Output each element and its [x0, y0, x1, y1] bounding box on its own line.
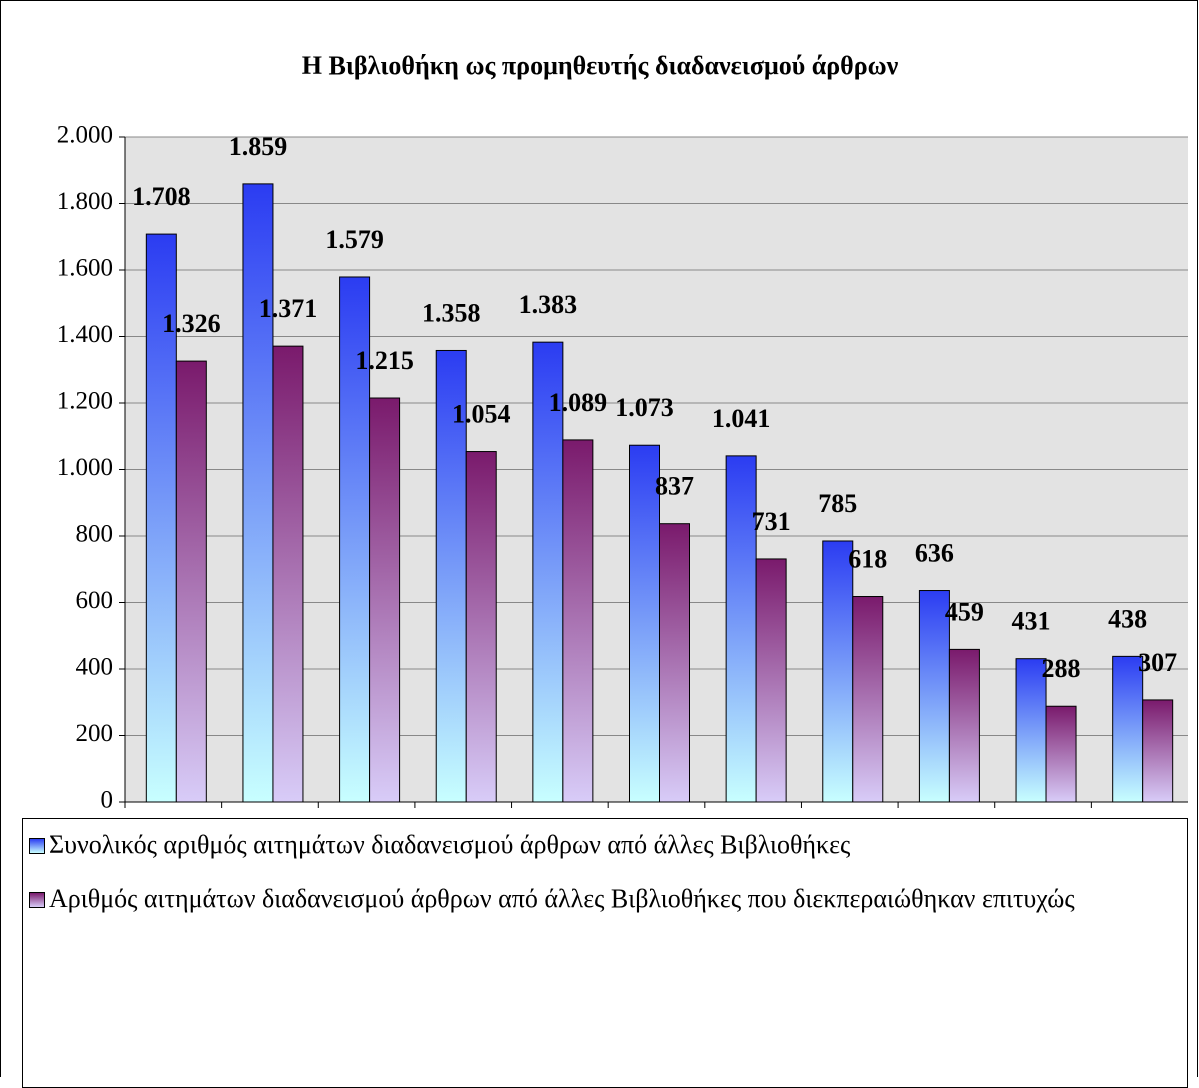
- bar: [532, 341, 564, 803]
- bar: [755, 558, 787, 803]
- data-label: 1.358: [422, 298, 481, 327]
- legend: Συνολικός αριθμός αιτημάτων διαδανεισμού…: [22, 818, 1188, 1088]
- data-label: 1.041: [712, 404, 771, 433]
- bar: [145, 233, 177, 803]
- data-label: 431: [1012, 607, 1051, 636]
- legend-item: Συνολικός αριθμός αιτημάτων διαδανεισμού…: [29, 829, 1181, 861]
- data-label: 1.089: [549, 388, 608, 417]
- y-tick-label: 200: [76, 720, 114, 747]
- bar: [725, 455, 757, 803]
- data-label: 1.383: [519, 290, 578, 319]
- data-label: 438: [1108, 604, 1147, 633]
- y-tick-label: 0: [101, 787, 114, 814]
- y-tick-label: 1.400: [57, 321, 113, 348]
- y-tick-label: 800: [76, 521, 114, 548]
- bar: [1015, 658, 1047, 803]
- y-tick-label: 1.800: [57, 188, 113, 215]
- y-tick-label: 2.000: [57, 122, 113, 149]
- data-label: 636: [915, 538, 954, 567]
- bar: [339, 276, 371, 803]
- bar: [562, 439, 594, 803]
- bar: [242, 183, 274, 803]
- data-label: 731: [752, 507, 791, 536]
- bar: [852, 596, 884, 803]
- legend-label: Συνολικός αριθμός αιτημάτων διαδανεισμού…: [49, 830, 851, 859]
- bar: [175, 360, 207, 803]
- data-label: 1.371: [259, 294, 318, 323]
- bar: [918, 590, 950, 803]
- data-label: 307: [1138, 648, 1177, 677]
- bar: [272, 345, 304, 803]
- bar: [1112, 655, 1144, 803]
- bar: [629, 444, 660, 803]
- legend-item: Αριθμός αιτημάτων διαδανεισμού άρθρων απ…: [29, 883, 1181, 915]
- bar: [1142, 699, 1174, 803]
- y-tick-label: 1.000: [57, 454, 113, 481]
- data-label: 1.579: [325, 225, 384, 254]
- data-label: 1.708: [132, 182, 191, 211]
- bar: [948, 648, 980, 803]
- legend-swatch: [29, 892, 45, 908]
- bar: [369, 397, 401, 803]
- data-label: 785: [818, 489, 857, 518]
- data-label: 459: [945, 597, 984, 626]
- bar: [659, 523, 690, 803]
- y-tick-label: 1.200: [57, 388, 113, 415]
- data-label: 288: [1042, 654, 1081, 683]
- bar: [1045, 705, 1077, 803]
- bar: [465, 451, 497, 803]
- y-tick-label: 600: [76, 587, 114, 614]
- chart-title: Η Βιβλιοθήκη ως προμηθευτής διαδανεισμού…: [302, 51, 899, 80]
- data-label: 618: [848, 544, 887, 573]
- y-tick-label: 1.600: [57, 255, 113, 282]
- data-label: 837: [655, 472, 694, 501]
- bar: [822, 540, 854, 803]
- legend-swatch: [29, 838, 45, 854]
- data-label: 1.073: [615, 393, 674, 422]
- data-label: 1.215: [355, 346, 414, 375]
- data-label: 1.054: [452, 400, 511, 429]
- y-tick-label: 400: [76, 654, 114, 681]
- data-label: 1.859: [229, 132, 288, 161]
- legend-label: Αριθμός αιτημάτων διαδανεισμού άρθρων απ…: [49, 884, 1075, 913]
- data-label: 1.326: [162, 309, 221, 338]
